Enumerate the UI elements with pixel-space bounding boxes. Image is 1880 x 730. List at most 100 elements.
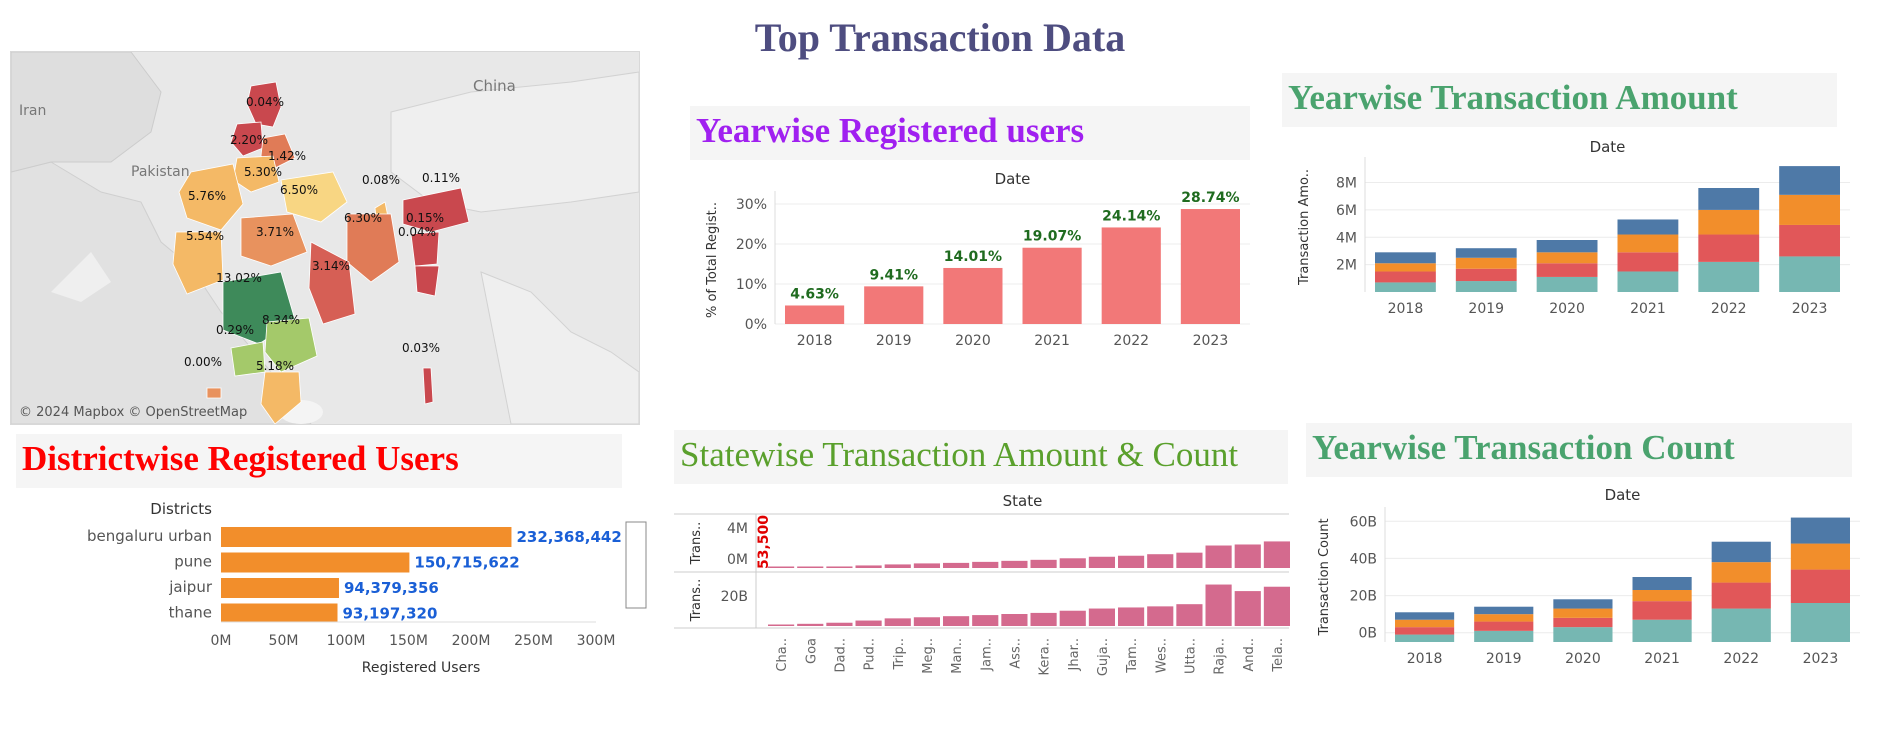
x-tick-label: 2021 bbox=[1034, 333, 1070, 349]
bar-amount bbox=[943, 562, 970, 568]
x-tick-label: Kera.. bbox=[1038, 638, 1053, 675]
bar-amount bbox=[768, 566, 795, 568]
x-tick-label: Utta.. bbox=[1183, 638, 1198, 674]
y-tick-label: 30% bbox=[736, 197, 767, 213]
map-region bbox=[178, 163, 244, 231]
map-region-label: 0.03% bbox=[402, 341, 440, 355]
y-tick-label: 2M bbox=[1336, 258, 1357, 274]
x-tick-label: 2018 bbox=[1388, 301, 1424, 317]
y-tick-label: thane bbox=[169, 604, 212, 622]
map-regions bbox=[172, 81, 470, 424]
map-region bbox=[308, 241, 356, 325]
map-region-label: 6.30% bbox=[344, 211, 382, 225]
bar bbox=[864, 286, 924, 324]
y-tick-label: 6M bbox=[1336, 203, 1357, 219]
x-tick-label: Cha.. bbox=[775, 638, 790, 672]
section-title-users-text: Yearwise Registered users bbox=[696, 111, 1085, 150]
stack-segment bbox=[1395, 619, 1455, 628]
y-tick-label: 20% bbox=[736, 237, 767, 253]
x-tick-label: 300M bbox=[577, 633, 616, 649]
stack-segment bbox=[1698, 209, 1760, 235]
stack-segment bbox=[1395, 634, 1455, 642]
stack-segment bbox=[1632, 619, 1692, 642]
y-axis-label: Trans.. bbox=[689, 522, 704, 566]
stack-segment bbox=[1553, 608, 1613, 618]
data-label: 24.14% bbox=[1102, 208, 1160, 224]
x-tick-label: 2019 bbox=[876, 333, 912, 349]
y-tick-label: 20B bbox=[721, 589, 748, 605]
bar bbox=[943, 267, 1003, 324]
stack-segment bbox=[1632, 590, 1692, 602]
map-label-pakistan: Pakistan bbox=[131, 164, 190, 180]
bar-amount bbox=[1118, 555, 1145, 568]
stack-segment bbox=[1711, 562, 1771, 583]
stack-segment bbox=[1632, 601, 1692, 620]
x-tick-label: Man.. bbox=[950, 638, 965, 674]
map-region bbox=[260, 371, 302, 424]
map-region-label: 0.04% bbox=[246, 95, 284, 109]
section-title-district: Districtwise Registered Users bbox=[16, 434, 622, 488]
map-region-label: 13.02% bbox=[216, 271, 262, 285]
india-choropleth-map[interactable]: 0.04% 2.20% 1.42% 5.30% 5.76% 6.50% 0.08% 0.11%… bbox=[10, 51, 640, 425]
stack-segment bbox=[1375, 271, 1436, 283]
bar-amount bbox=[1059, 558, 1086, 568]
x-tick-label: Tela.. bbox=[1271, 638, 1286, 673]
data-label: 9.41% bbox=[869, 267, 918, 283]
bar-count bbox=[855, 620, 882, 626]
section-title-amount: Yearwise Transaction Amount bbox=[1282, 73, 1837, 127]
chart-yearwise-count[interactable]: Date 0B 20B 40B 60B Transaction Count 2018 2019… bbox=[1310, 482, 1870, 677]
y-axis-label: Transaction Amo.. bbox=[1297, 169, 1312, 286]
bar-count bbox=[826, 622, 853, 626]
y-tick-label: 8M bbox=[1336, 176, 1357, 192]
stack-segment bbox=[1395, 627, 1455, 635]
section-title-statewise: Statewise Transaction Amount & Count bbox=[674, 430, 1288, 484]
x-tick-label: 2022 bbox=[1113, 333, 1149, 349]
map-region-label: 0.29% bbox=[216, 323, 254, 337]
stack-segment bbox=[1711, 541, 1771, 563]
stack-segment bbox=[1698, 234, 1760, 262]
x-tick-label: 2023 bbox=[1792, 301, 1828, 317]
map-region-label: 5.18% bbox=[256, 359, 294, 373]
map-region-label: 5.54% bbox=[186, 229, 224, 243]
x-tick-label: 2023 bbox=[1193, 333, 1229, 349]
chart-districtwise-users[interactable]: Districts bengaluru urban 232,368,442 pune 1… bbox=[16, 492, 656, 677]
data-label: 28.74% bbox=[1181, 190, 1239, 206]
map-region-label: 6.50% bbox=[280, 183, 318, 197]
y-tick-label: pune bbox=[174, 553, 212, 571]
bar-amount bbox=[1263, 541, 1290, 568]
x-tick-label: Jhar.. bbox=[1067, 638, 1082, 671]
section-title-amount-text: Yearwise Transaction Amount bbox=[1288, 78, 1738, 117]
section-title-count: Yearwise Transaction Count bbox=[1306, 423, 1852, 477]
bar-count bbox=[1205, 584, 1232, 626]
stack-segment bbox=[1553, 617, 1613, 628]
chart-header: Districts bbox=[150, 500, 212, 518]
chart-statewise[interactable]: State 4M 0M Trans.. 53,500 20B Trans.. Cha.. Goa… bbox=[674, 488, 1294, 678]
map-region-label: 5.30% bbox=[244, 165, 282, 179]
map-region bbox=[240, 213, 308, 267]
stack-segment bbox=[1617, 271, 1679, 292]
x-tick-label: Goa bbox=[804, 638, 819, 664]
stack-segment bbox=[1536, 240, 1598, 253]
x-tick-label: Meg.. bbox=[921, 638, 936, 674]
bar-count bbox=[1176, 604, 1203, 626]
data-label: 150,715,622 bbox=[414, 554, 519, 572]
map-region bbox=[346, 213, 400, 283]
map-region-label: 0.11% bbox=[422, 171, 460, 185]
bar-count bbox=[1147, 606, 1174, 626]
x-tick-label: 150M bbox=[389, 633, 428, 649]
x-tick-label: 2019 bbox=[1486, 651, 1522, 667]
y-tick-label: jaipur bbox=[168, 578, 213, 596]
bar-count bbox=[797, 623, 824, 626]
page-title: Top Transaction Data bbox=[754, 15, 1126, 60]
bar bbox=[1101, 227, 1161, 324]
stack-segment bbox=[1617, 219, 1679, 235]
stack-segment bbox=[1375, 252, 1436, 264]
chart-yearwise-users[interactable]: Date 0% 10% 20% 30% % of Total Regist.. 4.63% 2… bbox=[690, 166, 1260, 366]
stack-segment bbox=[1790, 569, 1850, 603]
stack-segment bbox=[1779, 166, 1840, 195]
map-region bbox=[402, 187, 470, 233]
bar-count bbox=[972, 615, 999, 626]
bar-amount bbox=[972, 561, 999, 568]
chart-yearwise-amount[interactable]: Date 2M 4M 6M 8M Transaction Amo.. 2018 2019 202… bbox=[1290, 134, 1860, 329]
map-region bbox=[246, 81, 282, 128]
